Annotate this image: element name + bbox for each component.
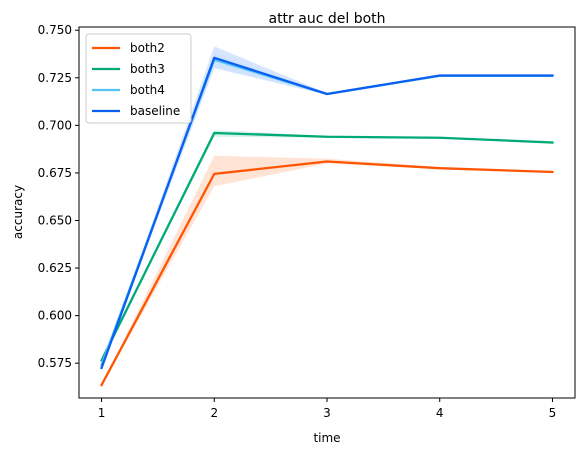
- legend: both2 both3 both4 baseline: [85, 33, 192, 124]
- x-tick-label: 3: [323, 406, 331, 420]
- x-tick-label: 2: [210, 406, 218, 420]
- y-tick-label: 0.600: [38, 309, 72, 323]
- legend-label-both2: both2: [130, 41, 165, 55]
- y-tick-label: 0.725: [38, 71, 72, 85]
- x-tick-label: 4: [436, 406, 444, 420]
- chart-title: attr auc del both: [268, 11, 385, 27]
- y-tick-label: 0.625: [38, 261, 72, 275]
- x-tick-label: 1: [98, 406, 106, 420]
- y-tick-label: 0.575: [38, 356, 72, 370]
- legend-label-both3: both3: [130, 62, 165, 76]
- x-axis-ticks: 1 2 3 4 5: [98, 398, 557, 420]
- y-tick-label: 0.700: [38, 118, 72, 132]
- y-axis-ticks: 0.575 0.600 0.625 0.650 0.675 0.700 0.725 0.750: [38, 23, 79, 370]
- x-axis-label: time: [313, 431, 340, 445]
- legend-box: [85, 33, 192, 124]
- y-tick-label: 0.675: [38, 166, 72, 180]
- x-tick-label: 5: [549, 406, 557, 420]
- y-tick-label: 0.750: [38, 23, 72, 37]
- y-tick-label: 0.650: [38, 213, 72, 227]
- legend-label-baseline: baseline: [130, 104, 180, 118]
- series-lines: [99, 56, 554, 387]
- legend-label-both4: both4: [130, 83, 165, 97]
- y-axis-label: accuracy: [11, 185, 25, 239]
